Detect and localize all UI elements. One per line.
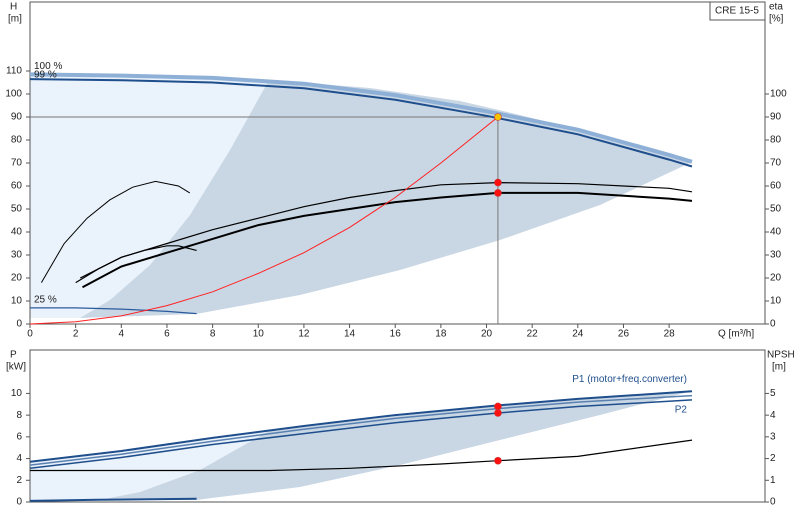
- series-line: [82, 191, 693, 289]
- y-tick-label: 80: [11, 135, 23, 146]
- series-label: 100 %: [34, 61, 62, 72]
- series-label: 99 %: [34, 70, 57, 81]
- series-line: [30, 307, 197, 315]
- range-dark: [80, 80, 692, 318]
- y-tick-label: 6: [16, 431, 22, 442]
- y-tick-label: 0: [16, 319, 22, 330]
- y2-tick-label: 2: [770, 453, 776, 464]
- x-tick-label: 16: [390, 329, 402, 340]
- x-tick-label: 26: [618, 329, 630, 340]
- y2-tick-label: 20: [770, 273, 782, 284]
- series-line: [29, 399, 693, 470]
- series-line: [29, 497, 197, 502]
- y-tick-label: 50: [11, 204, 23, 215]
- y2-axis-unit: [m]: [772, 362, 786, 373]
- y-tick-label: 8: [16, 410, 22, 421]
- y2-tick-label: 90: [770, 112, 782, 123]
- y2-tick-label: 1: [770, 475, 776, 486]
- x-tick-label: 10: [253, 329, 265, 340]
- y-tick-label: 70: [11, 158, 23, 169]
- y2-tick-label: 70: [770, 158, 782, 169]
- y-tick-label: 10: [11, 388, 23, 399]
- series-line: [40, 180, 191, 283]
- series-line: [29, 78, 693, 168]
- y-tick-label: 90: [11, 112, 23, 123]
- y-tick-label: 4: [16, 453, 22, 464]
- y2-tick-label: 5: [770, 388, 776, 399]
- y-tick-label: 10: [11, 296, 23, 307]
- series-line: [75, 245, 197, 284]
- y-axis-label: H: [10, 2, 17, 13]
- y2-tick-label: 0: [770, 319, 776, 330]
- x-tick-label: 6: [164, 329, 170, 340]
- y2-axis-label: NPSH: [767, 350, 795, 361]
- x-tick-label: 12: [298, 329, 310, 340]
- y-axis-unit: [m]: [8, 14, 22, 25]
- x-tick-label: 4: [119, 329, 125, 340]
- y2-axis-label: eta: [769, 2, 783, 13]
- range-dark: [100, 391, 692, 500]
- x-tick-label: 0: [27, 329, 33, 340]
- operating-point: [494, 409, 502, 417]
- y-tick-label: 60: [11, 181, 23, 192]
- y2-tick-label: 80: [770, 135, 782, 146]
- y-tick-label: 20: [11, 273, 23, 284]
- series-line: [29, 394, 693, 466]
- y-tick-label: 100: [5, 89, 22, 100]
- series-label: 25 %: [34, 295, 57, 306]
- y2-tick-label: 4: [770, 410, 776, 421]
- y-axis-unit: [kW]: [6, 362, 26, 373]
- x-tick-label: 28: [664, 329, 676, 340]
- series-line: [29, 116, 499, 325]
- y2-tick-label: 50: [770, 204, 782, 215]
- x-axis-label: Q [m³/h]: [718, 329, 754, 340]
- x-tick-label: 24: [572, 329, 584, 340]
- operating-point: [494, 113, 502, 121]
- y2-tick-label: 30: [770, 250, 782, 261]
- series-line: [79, 181, 693, 279]
- plot-frame: [29, 349, 766, 503]
- operating-point: [494, 456, 502, 465]
- title-box: [709, 1, 766, 21]
- y2-tick-label: 60: [770, 181, 782, 192]
- operating-point: [494, 402, 502, 411]
- y2-tick-label: 3: [770, 431, 776, 442]
- range-light: [30, 75, 269, 318]
- y-tick-label: 30: [11, 250, 23, 261]
- y-axis-label: P: [10, 350, 17, 361]
- chart-title: CRE 15-5: [715, 6, 759, 17]
- y2-tick-label: 100: [770, 89, 787, 100]
- series-label: P2: [675, 405, 688, 416]
- y-tick-label: 2: [16, 475, 22, 486]
- series-line: [29, 390, 693, 463]
- y2-tick-label: 0: [770, 497, 776, 508]
- operating-point: [494, 189, 502, 197]
- x-tick-label: 22: [527, 329, 539, 340]
- x-tick-label: 14: [344, 329, 356, 340]
- y2-tick-label: 40: [770, 227, 782, 238]
- y-tick-label: 0: [16, 497, 22, 508]
- operating-point: [494, 178, 502, 187]
- range-light: [30, 431, 269, 500]
- series-line: [30, 439, 693, 472]
- x-tick-label: 2: [73, 329, 79, 340]
- series-line: [29, 72, 693, 164]
- y2-tick-label: 10: [770, 296, 782, 307]
- x-tick-label: 20: [481, 329, 493, 340]
- series-label: P1 (motor+freq.converter): [572, 374, 687, 385]
- y-tick-label: 110: [6, 66, 22, 77]
- x-tick-label: 8: [210, 329, 216, 340]
- y2-axis-unit: [%]: [769, 14, 784, 25]
- x-tick-label: 18: [435, 329, 447, 340]
- y-tick-label: 40: [11, 227, 23, 238]
